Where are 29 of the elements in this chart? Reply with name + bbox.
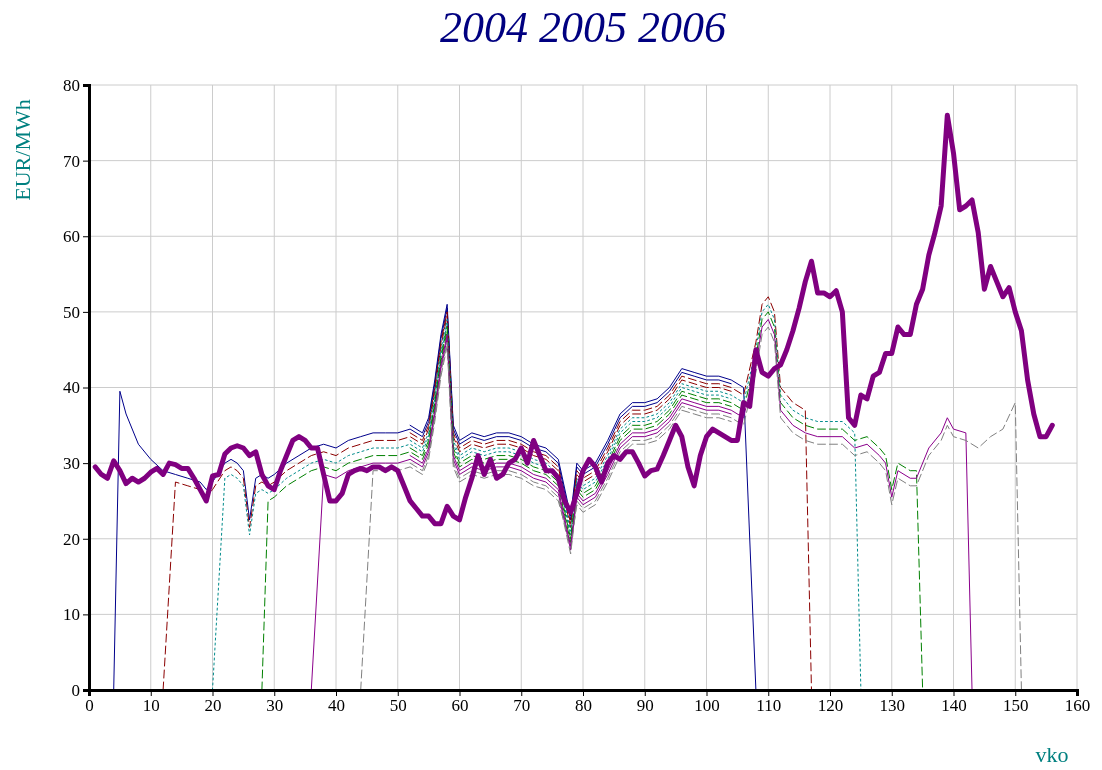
x-tick-label: 60	[451, 696, 469, 716]
x-tick-label: 20	[204, 696, 222, 716]
x-tick-label: 120	[817, 696, 844, 716]
x-tick-label: 80	[575, 696, 592, 716]
x-tick-label: 0	[85, 696, 94, 716]
x-tick-label: 10	[142, 696, 160, 716]
x-tick-label: 50	[389, 696, 407, 716]
x-axis-title: vko	[1035, 742, 1069, 767]
x-tick-label: 40	[328, 696, 345, 716]
x-tick-label: 110	[756, 696, 782, 716]
x-tick-label: 160	[1064, 696, 1091, 716]
y-tick-label: 20	[63, 529, 80, 549]
y-tick-label: 0	[71, 680, 80, 700]
y-tick-label: 10	[63, 605, 80, 625]
y-tick-label: 50	[63, 302, 80, 322]
y-axis-title: EUR/MWh	[10, 99, 35, 201]
x-tick-label: 140	[941, 696, 967, 716]
x-tick-label: 150	[1003, 696, 1029, 716]
y-tick-label: 40	[63, 378, 80, 398]
y-tick-label: 30	[63, 454, 80, 474]
y-tick-label: 70	[63, 151, 80, 171]
chart-title: 2004 2005 2006	[440, 3, 726, 52]
x-tick-label: 90	[636, 696, 654, 716]
y-tick-label: 80	[63, 75, 80, 95]
x-tick-label: 130	[879, 696, 905, 716]
x-tick-label: 70	[513, 696, 531, 716]
x-tick-label: 30	[266, 696, 284, 716]
x-tick-label: 100	[694, 696, 720, 716]
y-tick-label: 60	[63, 227, 80, 247]
